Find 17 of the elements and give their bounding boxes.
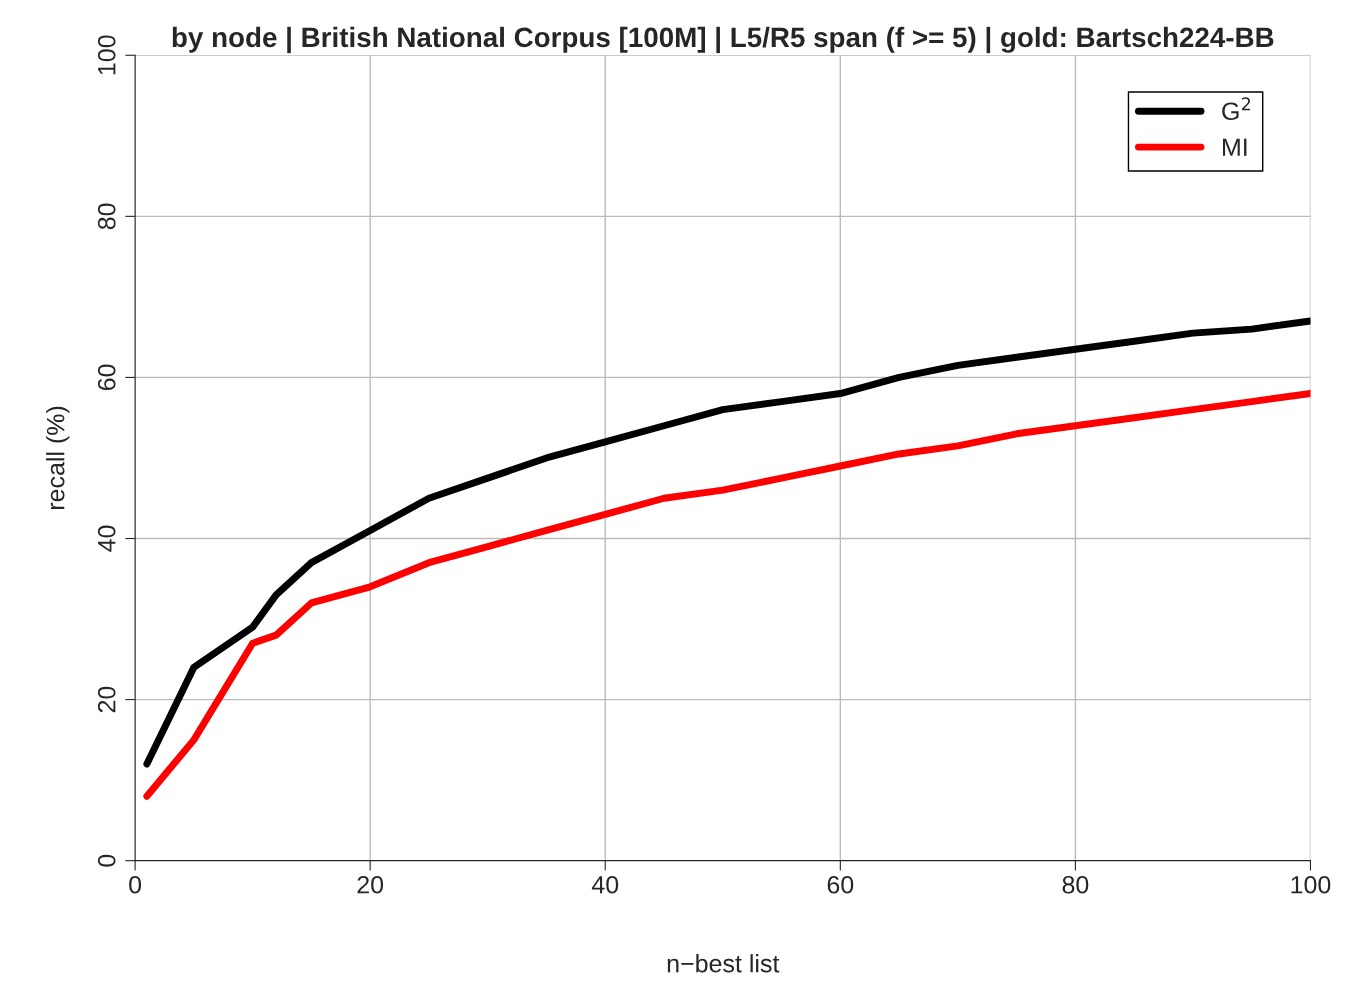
- x-tick-label: 80: [1062, 875, 1089, 894]
- x-axis-title: n−best list: [667, 954, 780, 973]
- y-tick-label: 100: [97, 35, 116, 75]
- y-tick-label: 20: [97, 686, 116, 713]
- x-tick-label: 20: [357, 875, 384, 894]
- x-tick-label: 60: [827, 875, 854, 894]
- chart-title: by node | British National Corpus [100M] | L5/R5 span (f >= 5) | gold: Bartsch224-BB: [172, 26, 1274, 54]
- y-tick-label: 60: [97, 364, 116, 391]
- x-tick-label: 40: [591, 875, 619, 894]
- y-tick-label: 40: [97, 525, 116, 552]
- legend-label: G$^{2}$: [1222, 97, 1251, 121]
- y-tick-label: 0: [97, 854, 116, 867]
- y-axis-title: recall (%): [46, 406, 70, 510]
- x-tick-label: 100: [1291, 875, 1331, 894]
- legend-label: MI: [1223, 138, 1247, 156]
- x-tick-label: 0: [129, 875, 142, 894]
- y-tick-label: 80: [97, 203, 116, 230]
